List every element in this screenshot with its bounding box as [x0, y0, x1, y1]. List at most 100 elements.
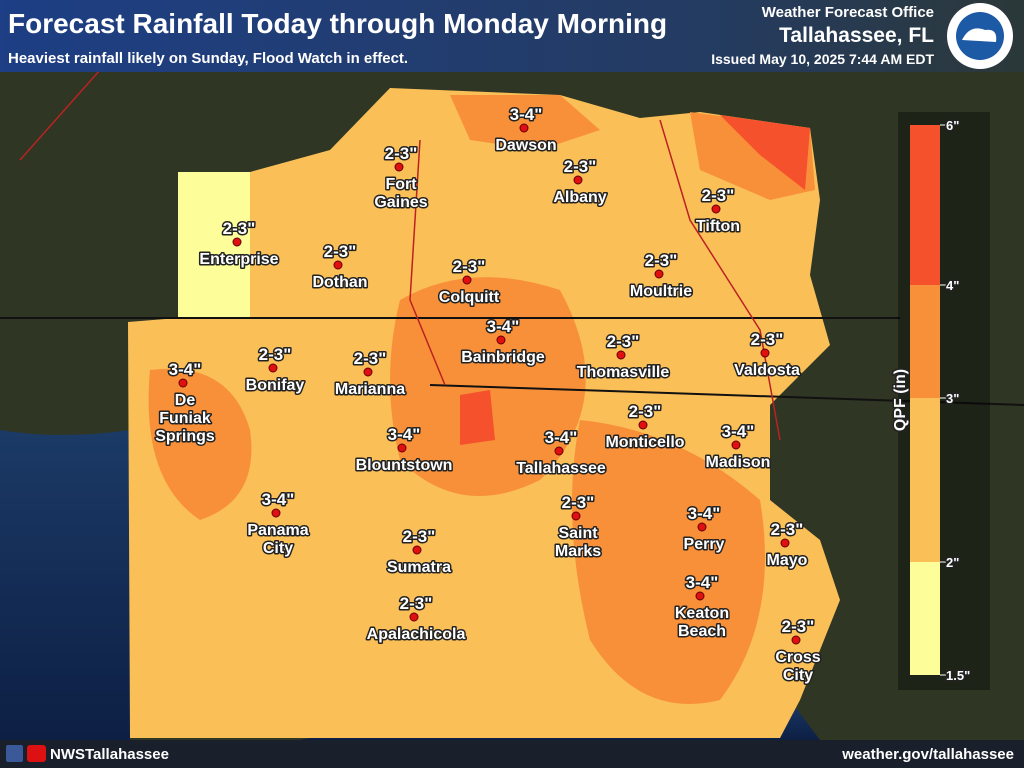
city-name: Saint — [558, 525, 598, 542]
legend-tick-label: 1.5" — [946, 668, 970, 683]
legend-band — [910, 285, 940, 398]
city-name: Bonifay — [246, 377, 305, 394]
city-name: Colquitt — [439, 289, 500, 306]
city-dot — [616, 350, 626, 360]
city-dot — [462, 275, 472, 285]
rain-amount: 3-4" — [510, 105, 543, 124]
city-name: Perry — [684, 536, 725, 553]
office: Weather Forecast Office — [762, 4, 934, 21]
city-name: Tallahassee — [516, 460, 606, 477]
moderate-zone — [148, 368, 252, 520]
heavy-zone — [460, 390, 495, 445]
city-dot — [271, 508, 281, 518]
city-name: Springs — [155, 428, 215, 445]
city-name: City — [783, 667, 813, 684]
legend-band — [910, 398, 940, 562]
rain-amount: 2-3" — [403, 527, 436, 546]
website[interactable]: weather.gov/tallahassee — [841, 746, 1014, 763]
rain-amount: 2-3" — [782, 617, 815, 636]
city-dot — [409, 612, 419, 622]
rain-amount: 2-3" — [771, 520, 804, 539]
city-name: De — [175, 392, 196, 409]
legend-title: QPF (in) — [892, 369, 909, 431]
rain-amount: 2-3" — [223, 219, 256, 238]
legend: 6" 4" 3" 2" 1.5" — [910, 117, 972, 685]
rain-amount: 2-3" — [562, 493, 595, 512]
city-name: Marianna — [335, 381, 405, 398]
rain-amount: 2-3" — [400, 594, 433, 613]
city-dot — [178, 378, 188, 388]
facebook-icon[interactable] — [6, 745, 23, 762]
city-dot — [412, 545, 422, 555]
title: Forecast Rainfall Today through Monday M… — [8, 8, 667, 39]
city-name: Panama — [247, 522, 308, 539]
rain-amount: 3-4" — [545, 428, 578, 447]
nws-logo — [947, 3, 1013, 69]
city-dot — [571, 511, 581, 521]
rain-amount: 3-4" — [262, 490, 295, 509]
city-name: Gaines — [374, 194, 427, 211]
city-dot — [695, 591, 705, 601]
subtitle: Heaviest rainfall likely on Sunday, Floo… — [8, 50, 408, 67]
social-handle[interactable]: NWSTallahassee — [50, 746, 169, 763]
city-name: Beach — [678, 623, 726, 640]
rain-amount: 2-3" — [564, 157, 597, 176]
city-name: Moultrie — [630, 283, 692, 300]
city-dot — [333, 260, 343, 270]
city-name: Enterprise — [199, 251, 278, 268]
legend-tick-label: 4" — [946, 278, 959, 293]
footer-band — [0, 740, 1024, 768]
rain-amount: 2-3" — [259, 345, 292, 364]
legend-tick-label: 2" — [946, 555, 959, 570]
legend-band — [910, 125, 940, 285]
city-dot — [731, 440, 741, 450]
city-name: Dawson — [495, 137, 556, 154]
legend-tick-label: 3" — [946, 391, 959, 406]
city-name: Cross — [775, 649, 820, 666]
youtube-icon[interactable] — [27, 745, 46, 762]
rain-amount: 2-3" — [751, 330, 784, 349]
rain-amount: 2-3" — [702, 186, 735, 205]
city-dot — [711, 204, 721, 214]
city-name: Dothan — [312, 274, 367, 291]
city-name: Bainbridge — [461, 349, 545, 366]
city-name: Blountstown — [356, 457, 453, 474]
city-name: Keaton — [675, 605, 729, 622]
rain-amount: 3-4" — [169, 360, 202, 379]
city-name: Tifton — [696, 218, 740, 235]
city-dot — [573, 175, 583, 185]
rain-amount: 2-3" — [645, 251, 678, 270]
city-name: Mayo — [767, 552, 808, 569]
heavy-zone — [720, 115, 810, 190]
rain-amount: 3-4" — [686, 573, 719, 592]
city-name: Madison — [706, 454, 771, 471]
city-dot — [654, 269, 664, 279]
rain-amount: 2-3" — [629, 402, 662, 421]
city-name: Apalachicola — [367, 626, 466, 643]
city-dot — [363, 367, 373, 377]
city-dot — [397, 443, 407, 453]
legend-band — [910, 562, 940, 675]
city-name: Thomasville — [577, 364, 670, 381]
issued: Issued May 10, 2025 7:44 AM EDT — [711, 51, 934, 67]
rain-amount: 2-3" — [354, 349, 387, 368]
city-dot — [791, 635, 801, 645]
city-name: Albany — [553, 189, 606, 206]
rain-amount: 3-4" — [722, 422, 755, 441]
city-dot — [760, 348, 770, 358]
city-name: Marks — [555, 543, 601, 560]
city-dot — [232, 237, 242, 247]
light-rain-zone — [178, 172, 250, 318]
rain-amount: 2-3" — [385, 144, 418, 163]
city-dot — [496, 335, 506, 345]
city-dot — [519, 123, 529, 133]
city-name: City — [263, 540, 293, 557]
rain-amount: 3-4" — [388, 425, 421, 444]
gulf-water — [0, 430, 130, 740]
header-band — [0, 0, 1024, 72]
city-dot — [638, 420, 648, 430]
city-name: Fort — [385, 176, 417, 193]
city-dot — [554, 446, 564, 456]
